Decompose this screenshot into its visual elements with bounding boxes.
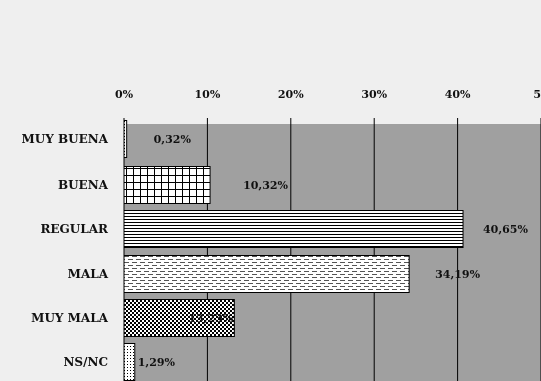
category-label: BUENA — [58, 178, 109, 192]
x-tick-label: 20% — [278, 88, 304, 101]
category-label: MALA — [68, 267, 109, 281]
x-tick-label: 30% — [361, 88, 387, 101]
category-label: MUY BUENA — [21, 132, 108, 146]
category-label: NS/NC — [63, 355, 108, 369]
x-tick-label: 40% — [445, 88, 471, 101]
category-labels: MUY BUENA BUENA REGULAR MALA MUY MALA NS/NC — [21, 132, 109, 369]
bar-ns-nc — [123, 343, 136, 381]
category-label: MUY MALA — [31, 311, 109, 325]
x-tick-label: 0% — [115, 88, 134, 101]
x-tick-label: 50 — [533, 88, 541, 101]
data-label: 1,29% — [138, 356, 176, 369]
data-labels: 0,32% 10,32% 40,65% 34,19% 13,23% 1,29% — [138, 133, 529, 369]
data-label: 0,32% — [154, 133, 192, 146]
bar-muy-mala — [123, 299, 235, 337]
data-label: 34,19% — [435, 268, 480, 281]
data-label: 10,32% — [243, 179, 288, 192]
bars — [123, 120, 464, 381]
x-axis-ticks: 0% 10% 20% 30% 40% 50 — [115, 88, 541, 124]
data-label: 40,65% — [483, 223, 528, 236]
plot-area — [124, 124, 541, 381]
bar-mala — [123, 255, 410, 293]
category-label: REGULAR — [40, 222, 109, 236]
data-label: 13,23% — [188, 312, 233, 325]
grid-lines — [206, 124, 541, 381]
bar-buena — [123, 166, 211, 204]
x-tick-label: 10% — [195, 88, 221, 101]
bar-regular — [123, 210, 464, 248]
